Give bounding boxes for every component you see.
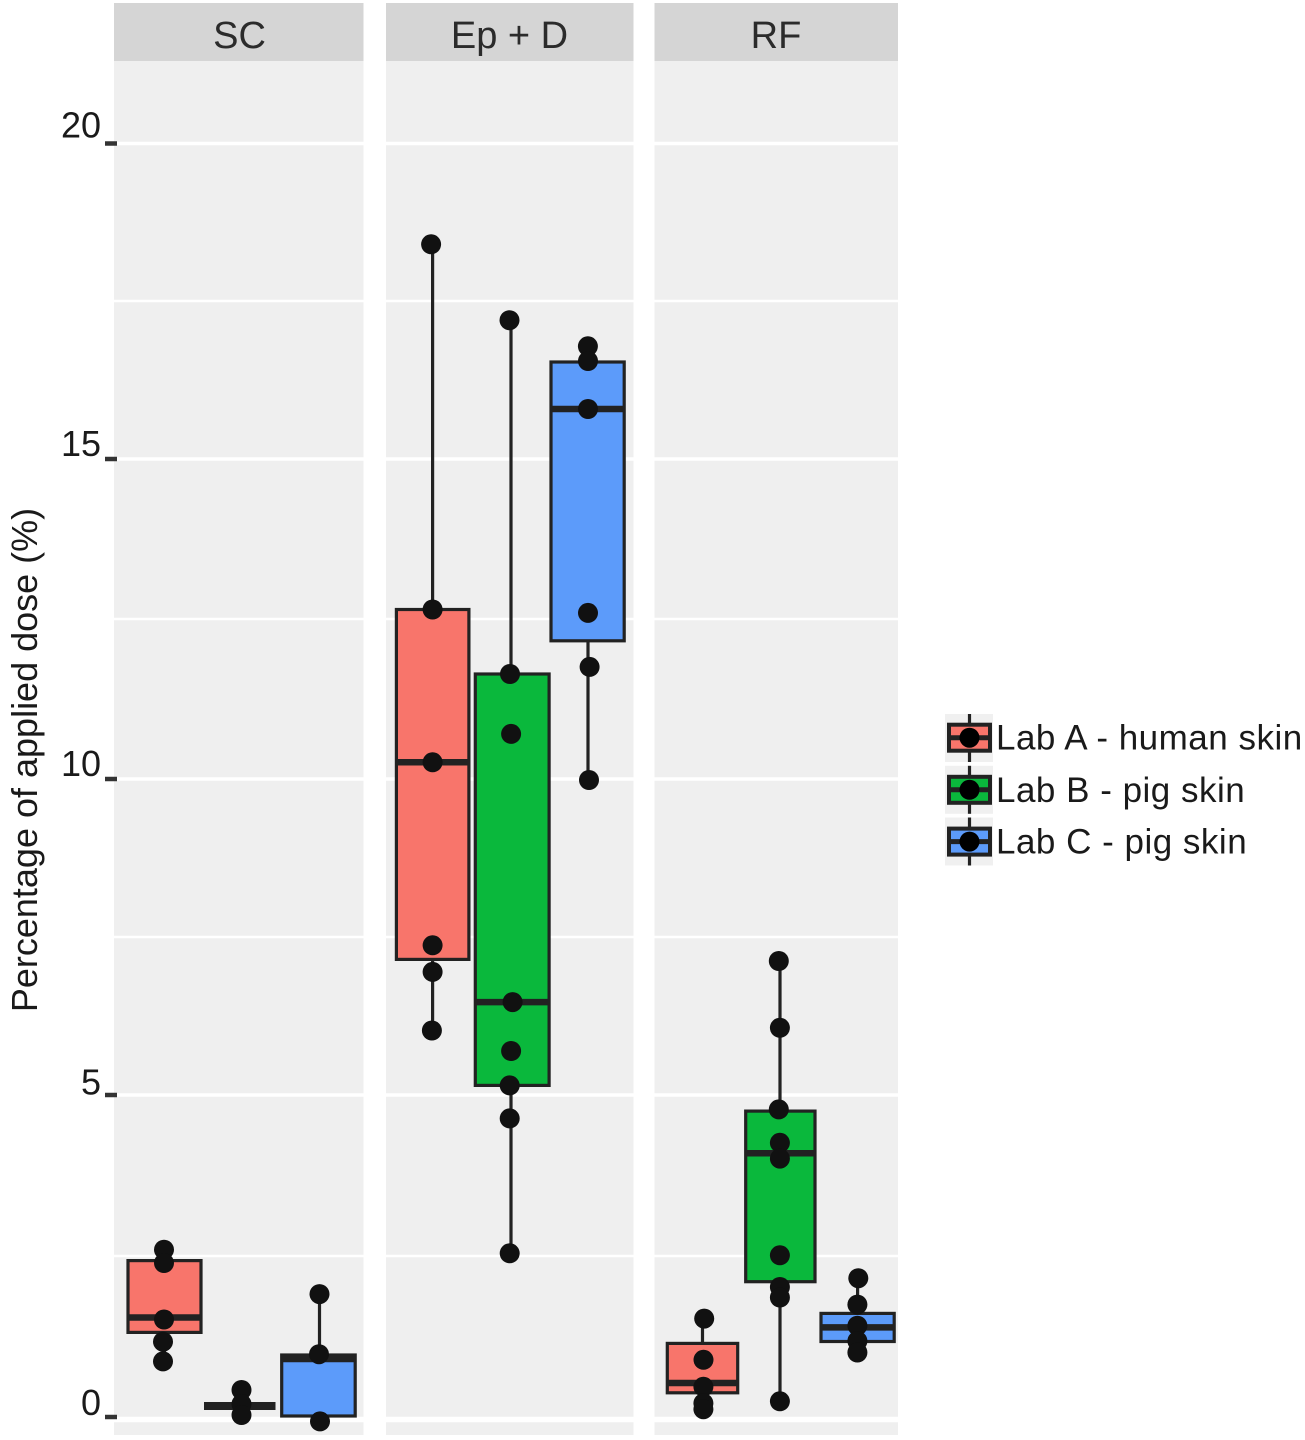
svg-text:0: 0 (81, 1382, 101, 1423)
svg-text:Lab A - human skin: Lab A - human skin (996, 719, 1303, 758)
svg-text:Lab C - pig skin: Lab C - pig skin (996, 823, 1247, 862)
svg-text:15: 15 (61, 423, 101, 464)
svg-text:Ep + D: Ep + D (451, 15, 568, 57)
svg-text:RF: RF (751, 15, 802, 57)
svg-text:10: 10 (61, 743, 101, 784)
svg-text:5: 5 (81, 1062, 101, 1103)
svg-text:SC: SC (213, 15, 266, 57)
svg-text:Percentage of applied dose (%): Percentage of applied dose (%) (4, 508, 45, 1012)
svg-text:Lab B - pig skin: Lab B - pig skin (996, 771, 1245, 810)
svg-text:20: 20 (61, 105, 101, 146)
